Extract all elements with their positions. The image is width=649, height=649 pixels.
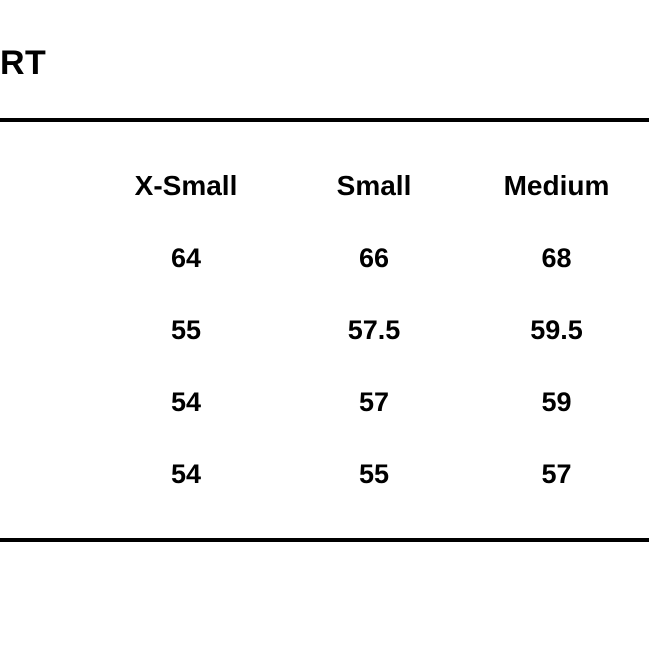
table-row: 54 55 57 (0, 438, 649, 510)
table-cell: 57 (284, 387, 464, 418)
table-row: 64 66 68 (0, 222, 649, 294)
table-header-cell: Small (284, 170, 464, 202)
table-header-cell: Medium (464, 170, 649, 202)
table-cell: 66 (284, 243, 464, 274)
table-cell: 59 (464, 387, 649, 418)
table-row: 55 57.5 59.5 (0, 294, 649, 366)
table-cell: 59.5 (464, 315, 649, 346)
title-fragment: RT (0, 44, 46, 83)
table-header-row: X-Small Small Medium (0, 150, 649, 222)
size-table: X-Small Small Medium 64 66 68 55 57.5 59… (0, 118, 649, 542)
table-cell: 54 (88, 387, 284, 418)
table-cell: 64 (88, 243, 284, 274)
page: RT X-Small Small Medium 64 66 68 55 57.5… (0, 0, 649, 649)
table-cell: 68 (464, 243, 649, 274)
table-cell: 57 (464, 459, 649, 490)
table-cell: 55 (284, 459, 464, 490)
table-cell: 55 (88, 315, 284, 346)
table-row: 54 57 59 (0, 366, 649, 438)
table-header-cell: X-Small (88, 170, 284, 202)
table-cell: 57.5 (284, 315, 464, 346)
table-cell: 54 (88, 459, 284, 490)
